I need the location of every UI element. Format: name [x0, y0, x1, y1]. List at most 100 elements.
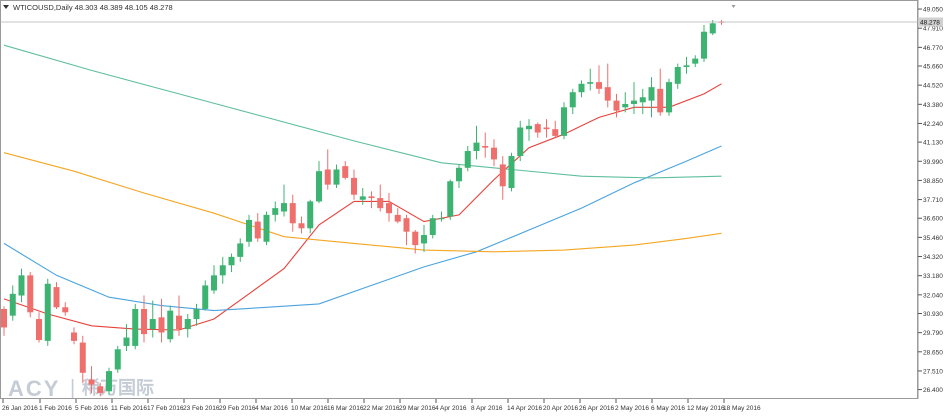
candle-body [666, 82, 672, 113]
bullish-candle[interactable] [709, 19, 716, 36]
bullish-candle[interactable] [648, 77, 655, 118]
bullish-candle[interactable] [622, 92, 629, 113]
bullish-candle[interactable] [674, 63, 681, 89]
bullish-candle[interactable] [44, 278, 51, 346]
bullish-candle[interactable] [517, 120, 524, 162]
bearish-candle[interactable] [482, 132, 489, 158]
bullish-candle[interactable] [333, 164, 340, 188]
bearish-candle[interactable] [351, 169, 357, 200]
bullish-candle[interactable] [123, 324, 130, 351]
candle-body [298, 223, 305, 229]
bearish-candle[interactable] [403, 214, 410, 246]
bullish-candle[interactable] [184, 313, 191, 338]
time-tick-label: 4 Mar 2016 [255, 405, 288, 412]
bullish-candle[interactable] [421, 224, 427, 252]
bullish-candle[interactable] [631, 82, 637, 115]
bearish-candle[interactable] [499, 156, 506, 200]
candle-body [464, 151, 471, 168]
shift-marker-icon[interactable] [731, 5, 736, 8]
candle-body [36, 319, 42, 341]
bullish-candle[interactable] [456, 164, 462, 188]
bullish-candle[interactable] [561, 102, 567, 140]
bearish-candle[interactable] [88, 366, 95, 393]
bullish-candle[interactable] [228, 253, 235, 272]
dropdown-triangle-icon[interactable] [3, 5, 9, 9]
bearish-candle[interactable] [604, 63, 611, 108]
bearish-candle[interactable] [386, 193, 392, 222]
bearish-candle[interactable] [254, 213, 261, 242]
bullish-candle[interactable] [202, 280, 209, 311]
candle-body [316, 171, 322, 202]
bullish-candle[interactable] [193, 303, 200, 326]
bullish-candle[interactable] [359, 187, 366, 205]
bullish-candle[interactable] [114, 345, 121, 373]
candle-body [578, 83, 585, 93]
bullish-candle[interactable] [106, 367, 112, 395]
bullish-candle[interactable] [639, 88, 646, 115]
bearish-candle[interactable] [1, 306, 7, 336]
bearish-candle[interactable] [176, 295, 182, 336]
bullish-candle[interactable] [701, 25, 707, 62]
bearish-candle[interactable] [596, 65, 602, 94]
bearish-candle[interactable] [158, 298, 165, 343]
bearish-candle[interactable] [97, 382, 104, 397]
bearish-candle[interactable] [71, 327, 77, 345]
bearish-candle[interactable] [298, 216, 305, 234]
bullish-candle[interactable] [281, 184, 287, 217]
bullish-candle[interactable] [587, 68, 594, 91]
chart-header: WTICOUSD,Daily 48.303 48.389 48.105 48.2… [3, 3, 173, 12]
candle-body [552, 129, 559, 136]
bullish-candle[interactable] [219, 256, 226, 284]
bearish-candle[interactable] [62, 302, 69, 316]
bullish-candle[interactable] [429, 214, 436, 239]
bearish-candle[interactable] [36, 312, 42, 343]
bearish-candle[interactable] [368, 191, 375, 209]
bullish-candle[interactable] [508, 152, 515, 192]
candle-body [438, 218, 445, 220]
bullish-candle[interactable] [9, 285, 16, 321]
bullish-candle[interactable] [272, 201, 279, 222]
candle-body [587, 82, 594, 84]
bearish-candle[interactable] [79, 335, 86, 383]
price-tick-label: 44.520 [923, 83, 943, 90]
bullish-candle[interactable] [526, 119, 532, 141]
bearish-candle[interactable] [53, 282, 60, 309]
bearish-candle[interactable] [377, 184, 384, 212]
bullish-candle[interactable] [307, 199, 314, 234]
bullish-candle[interactable] [263, 211, 270, 246]
bearish-candle[interactable] [613, 93, 620, 118]
bearish-candle[interactable] [534, 122, 541, 138]
bullish-candle[interactable] [246, 214, 252, 247]
bullish-candle[interactable] [464, 145, 471, 172]
bullish-candle[interactable] [692, 55, 699, 68]
bullish-candle[interactable] [473, 125, 480, 160]
bullish-candle[interactable] [211, 265, 217, 294]
bullish-candle[interactable] [447, 179, 454, 220]
bullish-candle[interactable] [132, 303, 139, 350]
bullish-candle[interactable] [578, 80, 585, 98]
bearish-candle[interactable] [657, 68, 664, 116]
plot-area[interactable] [0, 0, 918, 399]
bearish-candle[interactable] [543, 119, 550, 138]
bullish-candle[interactable] [316, 161, 322, 204]
bearish-candle[interactable] [552, 120, 559, 138]
bearish-candle[interactable] [324, 149, 331, 190]
bullish-candle[interactable] [237, 238, 244, 262]
bearish-candle[interactable] [412, 229, 419, 254]
bullish-candle[interactable] [18, 268, 25, 303]
bullish-candle[interactable] [569, 88, 576, 115]
bullish-candle[interactable] [666, 78, 672, 116]
bullish-candle[interactable] [683, 56, 690, 74]
bearish-candle[interactable] [141, 295, 147, 343]
bearish-candle[interactable] [394, 208, 401, 224]
price-tick-label: 36.600 [923, 216, 943, 223]
bearish-candle[interactable] [491, 139, 497, 167]
bearish-candle[interactable] [27, 271, 34, 318]
bullish-candle[interactable] [167, 305, 174, 343]
bullish-candle[interactable] [438, 211, 445, 222]
bearish-candle[interactable] [342, 161, 349, 180]
bullish-candle[interactable] [149, 300, 156, 338]
bearish-candle[interactable] [289, 194, 296, 232]
time-tick-label: 29 Mar 2016 [399, 405, 436, 412]
